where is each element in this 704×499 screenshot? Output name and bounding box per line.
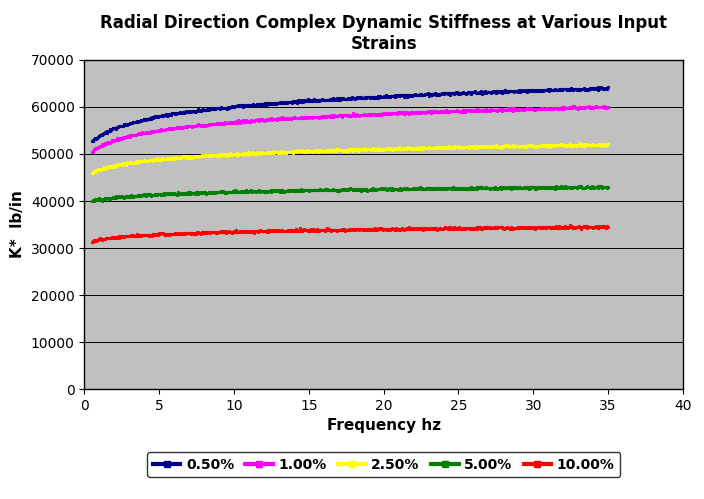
- 2.50%: [604, 141, 612, 147]
- X-axis label: Frequency hz: Frequency hz: [327, 419, 441, 434]
- 10.00%: [490, 224, 498, 230]
- 0.50%: [604, 84, 612, 90]
- 2.50%: [88, 170, 96, 176]
- 2.50%: [233, 150, 241, 156]
- 10.00%: [553, 225, 562, 231]
- Y-axis label: K*  lb/in: K* lb/in: [11, 191, 25, 258]
- 0.50%: [234, 102, 242, 108]
- 5.00%: [604, 184, 612, 190]
- 1.00%: [427, 110, 435, 116]
- 5.00%: [251, 188, 259, 194]
- 0.50%: [490, 89, 498, 95]
- 1.00%: [88, 149, 96, 155]
- Legend: 0.50%, 1.00%, 2.50%, 5.00%, 10.00%: 0.50%, 1.00%, 2.50%, 5.00%, 10.00%: [147, 452, 620, 477]
- 2.50%: [251, 151, 259, 157]
- 2.50%: [427, 145, 435, 151]
- 0.50%: [215, 105, 223, 111]
- 5.00%: [88, 198, 96, 204]
- 0.50%: [89, 138, 97, 144]
- Line: 2.50%: 2.50%: [91, 143, 609, 174]
- 10.00%: [251, 229, 260, 235]
- 2.50%: [575, 140, 584, 146]
- 2.50%: [553, 142, 561, 148]
- 0.50%: [596, 84, 605, 90]
- 10.00%: [565, 222, 574, 228]
- 2.50%: [489, 144, 498, 150]
- 5.00%: [233, 189, 241, 195]
- 0.50%: [88, 138, 96, 144]
- 5.00%: [214, 189, 222, 195]
- 2.50%: [214, 152, 222, 158]
- 0.50%: [427, 91, 436, 97]
- 5.00%: [489, 186, 498, 192]
- 1.00%: [214, 121, 222, 127]
- 10.00%: [88, 239, 96, 245]
- 10.00%: [89, 239, 97, 245]
- Line: 0.50%: 0.50%: [91, 86, 609, 142]
- 10.00%: [215, 229, 223, 235]
- 0.50%: [251, 102, 260, 108]
- Line: 10.00%: 10.00%: [91, 225, 609, 243]
- 1.00%: [251, 117, 259, 123]
- 5.00%: [427, 185, 435, 191]
- 10.00%: [604, 224, 612, 230]
- 1.00%: [568, 103, 577, 109]
- Line: 1.00%: 1.00%: [91, 105, 609, 153]
- 1.00%: [553, 105, 561, 111]
- 1.00%: [489, 107, 498, 113]
- 10.00%: [427, 227, 436, 233]
- 0.50%: [553, 87, 562, 93]
- 5.00%: [574, 183, 583, 189]
- 1.00%: [604, 104, 612, 110]
- Title: Radial Direction Complex Dynamic Stiffness at Various Input
Strains: Radial Direction Complex Dynamic Stiffne…: [100, 14, 667, 53]
- Line: 5.00%: 5.00%: [91, 185, 609, 202]
- 5.00%: [553, 184, 561, 190]
- 1.00%: [233, 120, 241, 126]
- 10.00%: [234, 230, 242, 236]
